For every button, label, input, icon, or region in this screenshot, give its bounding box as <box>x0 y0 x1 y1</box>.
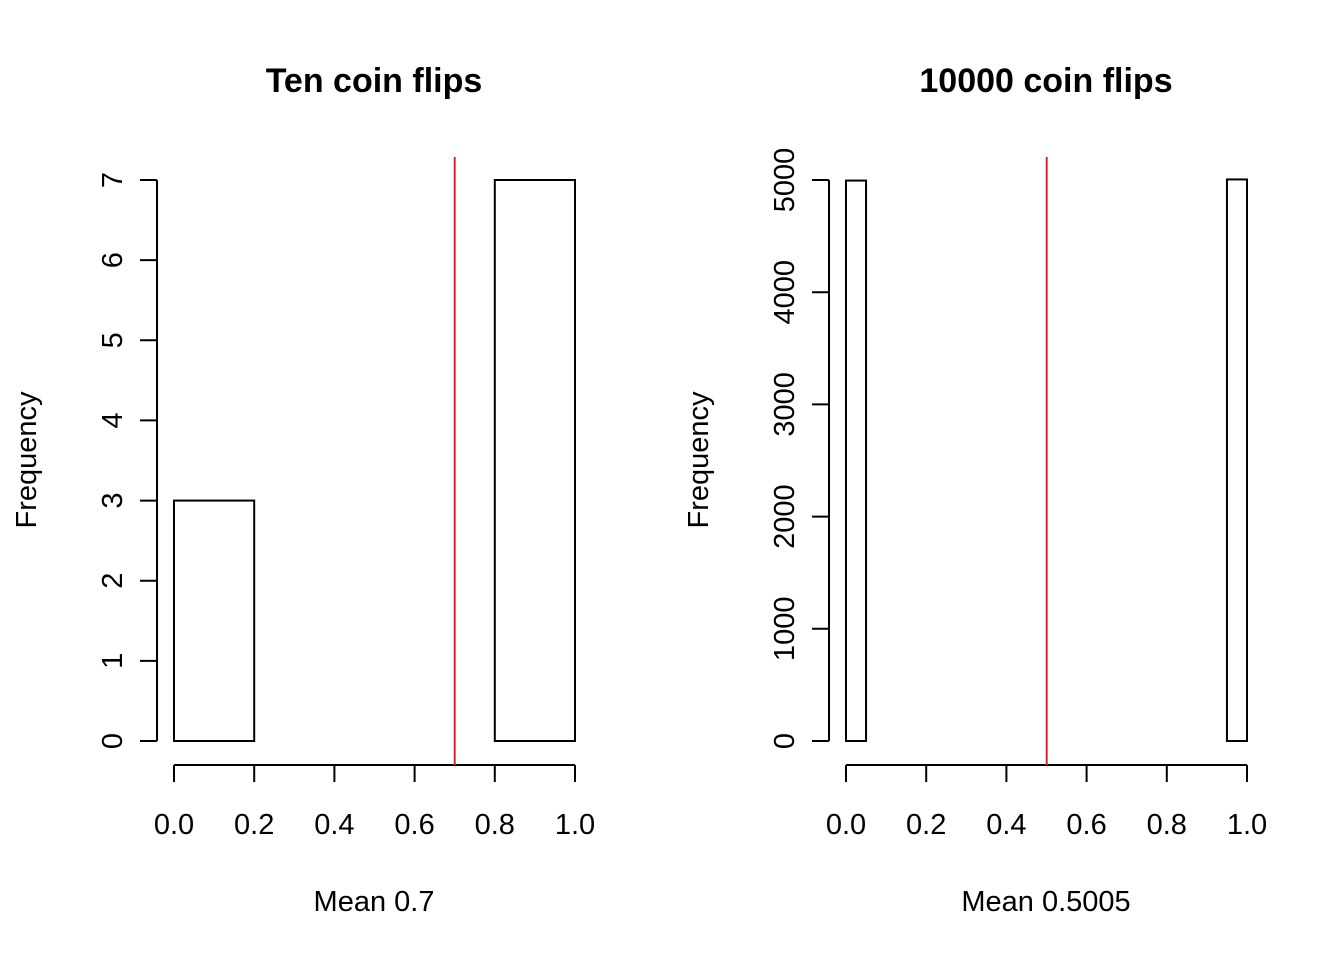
histogram-bar <box>173 499 256 743</box>
x-tick-label: 0.2 <box>234 809 274 841</box>
plot-area: 0.0 0.2 0.4 0.6 0.8 1.0 0 1000 2000 3000 4000 5000 <box>769 148 1267 841</box>
x-tick-label: 0.6 <box>1066 809 1106 841</box>
y-tick-label: 1000 <box>769 597 801 662</box>
chart-title: 10000 coin flips <box>919 62 1172 100</box>
x-axis-label: Mean 0.5005 <box>961 886 1130 918</box>
x-tick-label: 1.0 <box>555 809 595 841</box>
histogram-bar <box>493 179 576 742</box>
x-tick-label: 0.8 <box>475 809 515 841</box>
y-tick-label: 2 <box>97 573 129 589</box>
panel-10000-coin-flips: 10000 coin flips Mean 0.5005 Frequency 0… <box>683 62 1267 918</box>
y-tick-label: 6 <box>97 252 129 268</box>
y-axis-label: Frequency <box>683 391 715 529</box>
y-tick-label: 3 <box>97 493 129 509</box>
x-tick-label: 0.0 <box>826 809 866 841</box>
histogram-bar <box>845 179 868 743</box>
x-tick-label: 0.8 <box>1147 809 1187 841</box>
y-tick-label: 1 <box>97 653 129 669</box>
chart-title: Ten coin flips <box>266 62 483 100</box>
y-tick-label: 4000 <box>769 260 801 325</box>
y-tick-label: 0 <box>769 733 801 749</box>
y-tick-label: 5 <box>97 332 129 348</box>
y-axis-label: Frequency <box>11 391 43 529</box>
plot-area: 0.0 0.2 0.4 0.6 0.8 1.0 0 1 2 3 4 5 6 7 <box>97 157 595 841</box>
x-axis-label: Mean 0.7 <box>314 886 435 918</box>
y-tick-label: 7 <box>97 172 129 188</box>
x-tick-label: 0.4 <box>314 809 354 841</box>
panel-ten-coin-flips: Ten coin flips Mean 0.7 Frequency 0.0 0.2… <box>11 62 595 918</box>
y-tick-label: 5000 <box>769 148 801 213</box>
x-tick-label: 0.2 <box>906 809 946 841</box>
x-tick-label: 0.0 <box>154 809 194 841</box>
y-tick-label: 0 <box>97 733 129 749</box>
y-tick-label: 3000 <box>769 372 801 437</box>
x-tick-label: 0.6 <box>394 809 434 841</box>
y-tick-label: 2000 <box>769 484 801 549</box>
x-tick-label: 1.0 <box>1227 809 1267 841</box>
histogram-bar <box>1225 178 1248 742</box>
y-tick-label: 4 <box>97 412 129 428</box>
x-tick-label: 0.4 <box>986 809 1026 841</box>
